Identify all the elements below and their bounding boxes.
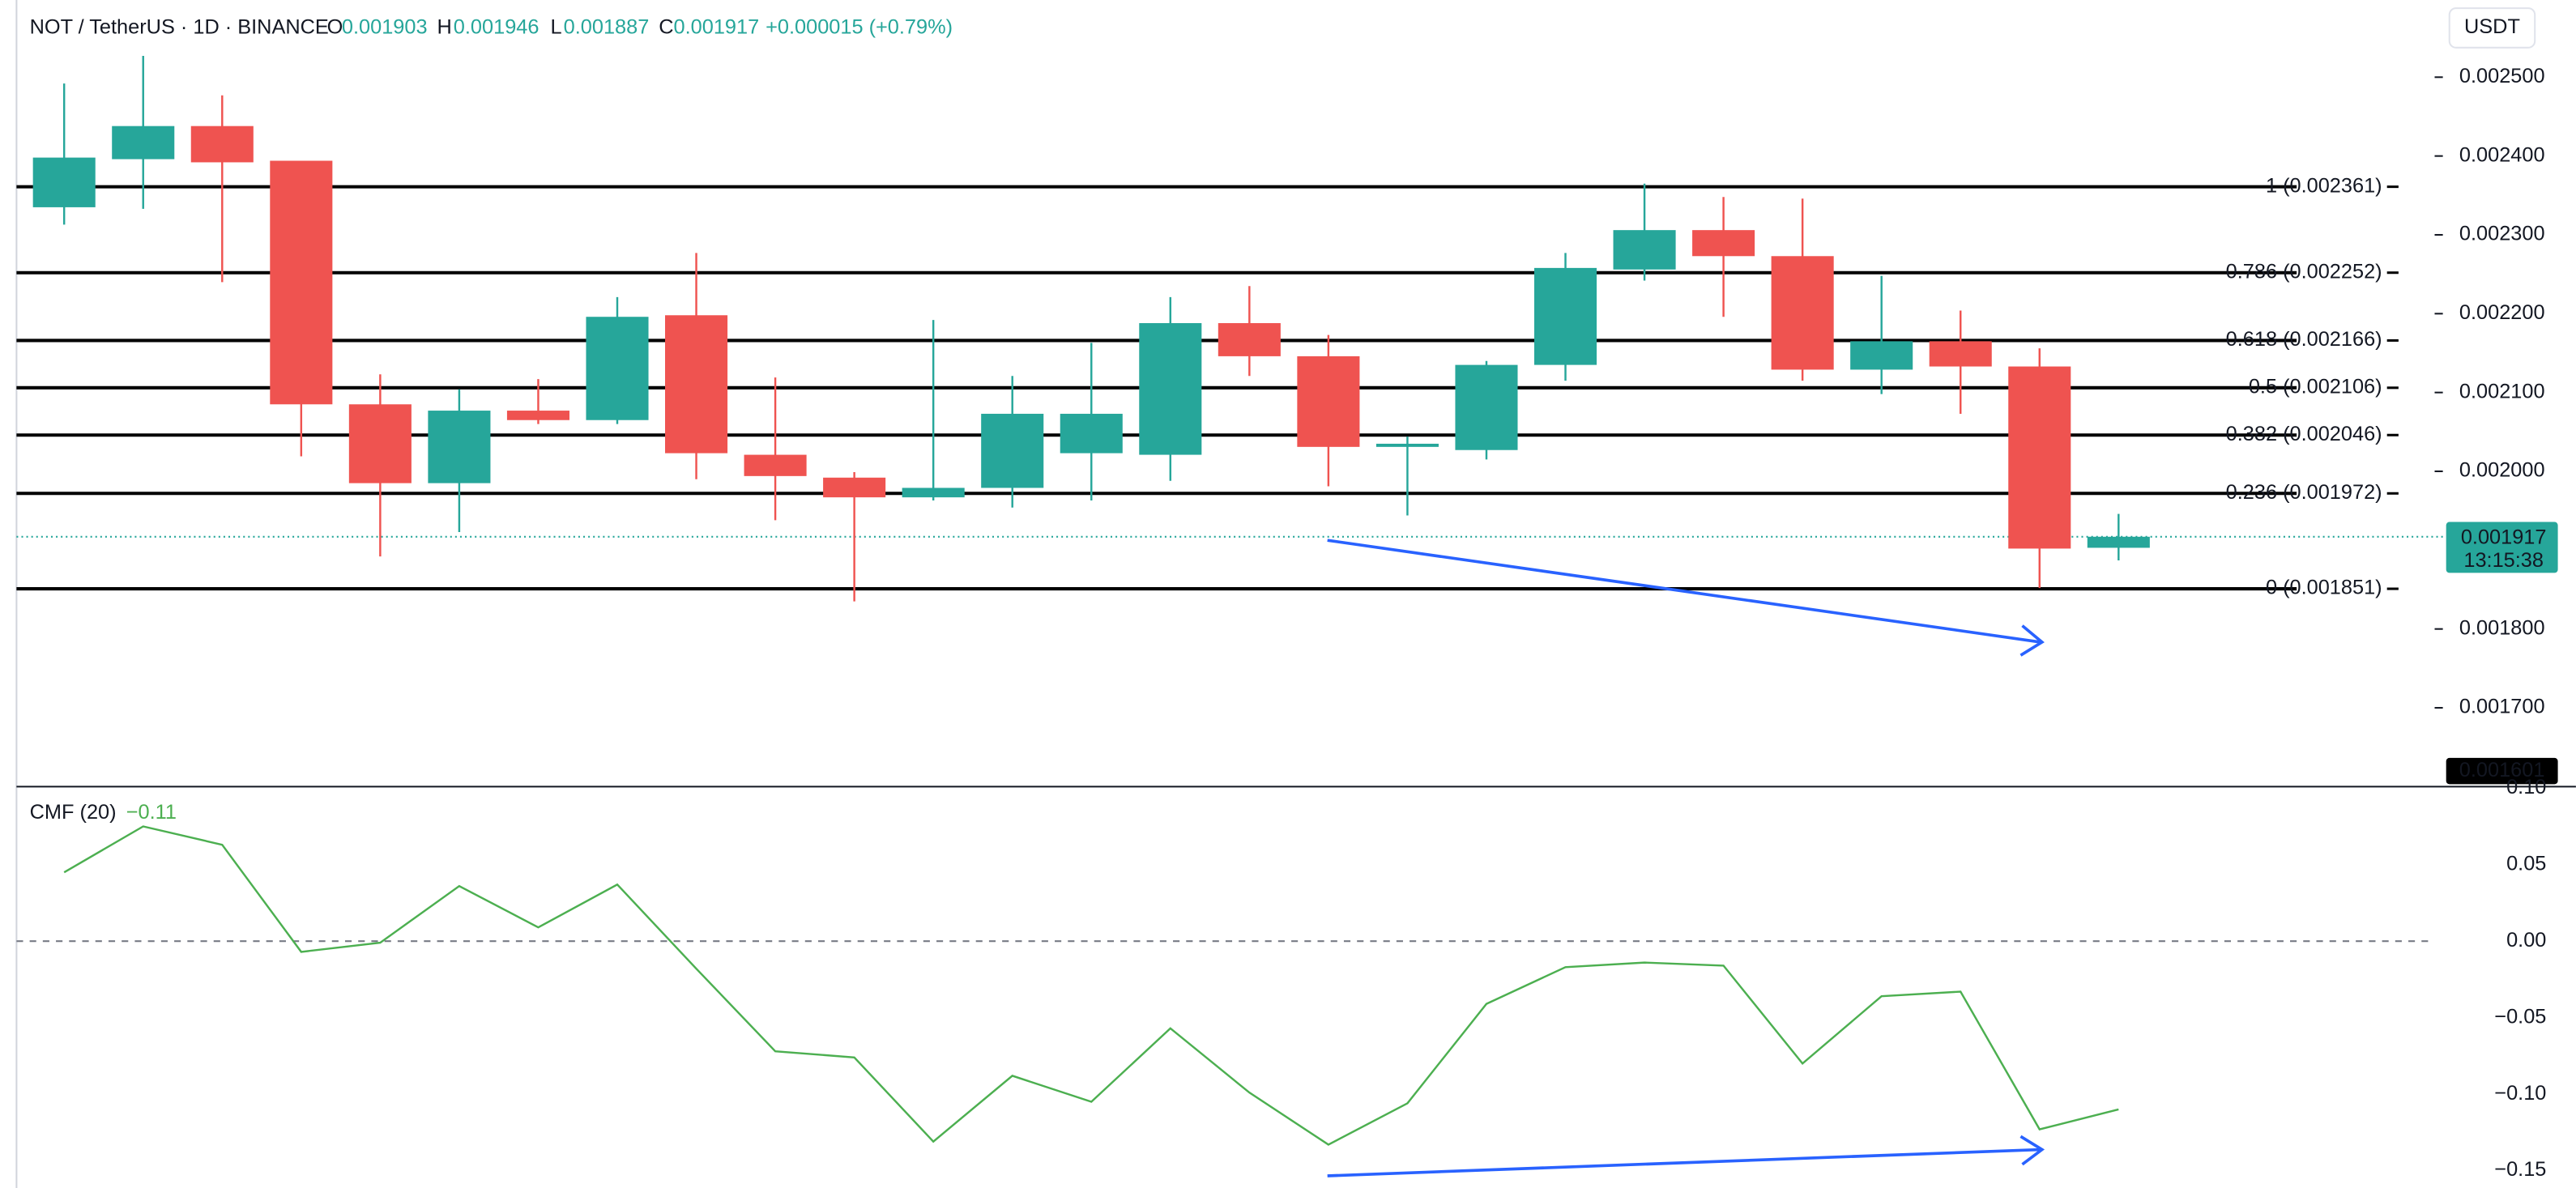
y-tick-label: 0.00 [2506, 929, 2546, 952]
candle-body [270, 160, 333, 405]
y-tick-label: 0.002400 [2459, 143, 2545, 166]
ohlc-value: 0.001903 [342, 15, 428, 38]
currency: USDT [2464, 15, 2520, 38]
candle-body [32, 157, 96, 207]
y-tick-label: 0.001800 [2459, 616, 2545, 639]
y-tick-label: 0.002000 [2459, 459, 2545, 482]
candle-body [2087, 536, 2150, 548]
countdown: 13:15:38 [2463, 549, 2544, 572]
symbol-legend: NOT / TetherUS · 1D · BINANCE O0.001903 … [30, 15, 953, 38]
currency-box[interactable] [2448, 7, 2536, 49]
divergence-arrows [1327, 539, 2045, 1177]
cmf-pane: 0.10 0.05 0.00 −0.05 −0.10 −0.15 [16, 776, 2546, 1181]
cmf-line [63, 825, 2119, 1146]
y-tick-label: 0.002200 [2459, 301, 2545, 324]
candle-body [665, 315, 728, 453]
candle-body [2008, 366, 2071, 549]
candle-body [1455, 364, 1518, 450]
symbol: NOT / TetherUS · 1D · BINANCE [30, 15, 329, 38]
ohlc-label: O [327, 15, 343, 38]
cmf-trend-arrow [1327, 1148, 2041, 1177]
candle-body [1533, 267, 1597, 365]
candle-body [586, 317, 649, 420]
ohlc-value: 0.001887 [564, 15, 650, 38]
ohlc-label: C [659, 15, 673, 38]
bottom-price-box [2446, 757, 2558, 785]
cmf-legend: CMF (20) −0.11 [30, 801, 177, 824]
y-tick-label: 0.05 [2506, 852, 2546, 875]
fib-label: 0.5 (0.002106) [2249, 376, 2382, 398]
fib-label: 0 (0.001851) [2266, 577, 2382, 599]
change: +0.000015 (+0.79%) [766, 15, 953, 38]
y-tick-label: 0.002100 [2459, 380, 2545, 402]
candle-body [1929, 341, 1992, 367]
candle-body [1060, 413, 1123, 453]
candle-body [190, 126, 254, 163]
indicator-value: −0.11 [126, 801, 177, 824]
candle-body [506, 411, 569, 420]
y-tick-label: 0.002300 [2459, 223, 2545, 245]
candle-body [428, 411, 491, 483]
candle-body [1850, 341, 1913, 370]
candle-body [1139, 323, 1202, 455]
price-trend-arrow [1327, 539, 2041, 644]
fib-label: 0.786 (0.002252) [2226, 260, 2382, 283]
candle-body [1771, 256, 1834, 370]
y-tick-label: 0.002500 [2459, 65, 2545, 87]
y-tick-label: 0.001700 [2459, 696, 2545, 718]
y-tick-label: 0.10 [2506, 776, 2546, 798]
fib-label: 1 (0.002361) [2266, 174, 2382, 197]
candle-body [981, 413, 1044, 488]
candle-body [823, 477, 886, 498]
bottom-price-label: 0.001601 [2459, 759, 2545, 781]
ohlc-value: 0.001946 [454, 15, 540, 38]
y-tick-label: −0.05 [2494, 1005, 2546, 1028]
candle-body [1297, 356, 1360, 447]
candle-body [744, 454, 807, 476]
ohlc-label: H [437, 15, 452, 38]
y-tick-label: −0.15 [2494, 1158, 2546, 1181]
candle-body [1692, 230, 1755, 257]
last-price-label: 0.001917 [2461, 526, 2547, 549]
arrow-head [2019, 1135, 2045, 1166]
arrow-head [2019, 624, 2045, 657]
candle-body [1613, 230, 1676, 270]
indicator-title: CMF (20) [30, 801, 117, 824]
fib-label: 0.618 (0.002166) [2226, 328, 2382, 351]
candle-body [1375, 443, 1439, 447]
ohlc-label: L [550, 15, 561, 38]
candle-body [348, 404, 412, 483]
last-price-box [2446, 522, 2558, 573]
price-pane: 0.002500 0.002400 0.002300 0.002200 0.002100… [16, 56, 2558, 785]
fib-label: 0.382 (0.002046) [2226, 423, 2382, 445]
ohlc-value: 0.001917 [674, 15, 760, 38]
candle-body [112, 126, 175, 160]
y-tick-label: −0.10 [2494, 1082, 2546, 1105]
candle-body [902, 488, 965, 498]
fib-label: 0.236 (0.001972) [2226, 481, 2382, 504]
candle-body [1218, 323, 1281, 356]
